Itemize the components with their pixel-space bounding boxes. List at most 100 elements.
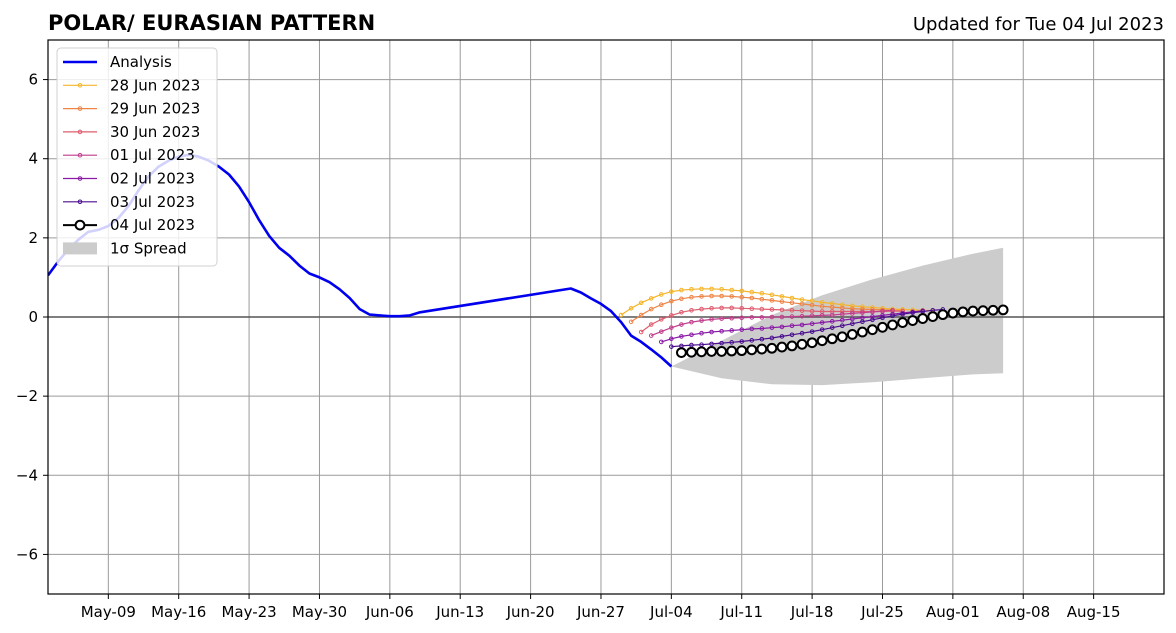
forecast-point <box>699 318 704 323</box>
legend-label: 01 Jul 2023 <box>110 146 195 164</box>
forecast-point <box>679 296 684 302</box>
forecast-point <box>809 329 815 334</box>
y-tick-label: 0 <box>28 308 38 326</box>
x-tick-label: Aug-15 <box>1067 603 1121 621</box>
forecast-point <box>729 315 734 321</box>
forecast-point <box>799 313 805 319</box>
legend-item: 28 Jun 2023 <box>63 76 200 94</box>
legend-marker <box>77 129 83 135</box>
forecast-point <box>967 305 979 317</box>
forecast-point <box>679 309 684 315</box>
forecast-point <box>947 307 959 319</box>
x-tick-label: Jul-18 <box>790 603 834 621</box>
series-group <box>48 153 1164 386</box>
forecast-point <box>736 345 748 357</box>
forecast-point <box>779 334 785 339</box>
x-tick-label: May-16 <box>151 603 206 621</box>
y-tick-label: 2 <box>28 229 38 247</box>
forecast-point <box>977 305 989 317</box>
forecast-point <box>826 333 838 345</box>
chart-title: POLAR/ EURASIAN PATTERN <box>48 11 375 35</box>
forecast-point <box>716 346 728 357</box>
forecast-point <box>870 309 875 315</box>
x-tick-label: Jun-13 <box>435 603 484 621</box>
legend-item: 1σ Spread <box>63 239 187 257</box>
legend-marker <box>77 199 83 205</box>
forecast-point <box>638 300 644 306</box>
forecast-point <box>699 330 704 336</box>
forecast-line <box>640 307 903 333</box>
forecast-point <box>749 289 755 295</box>
forecast-line <box>650 309 893 337</box>
forecast-point <box>897 317 908 328</box>
forecast-point <box>699 306 704 312</box>
forecast-point <box>746 344 758 356</box>
forecast-point <box>799 297 805 302</box>
forecast-point <box>819 320 825 325</box>
forecast-series-1 <box>628 293 905 325</box>
forecast-point <box>729 340 734 345</box>
x-tick-label: Aug-01 <box>926 603 980 621</box>
forecast-point <box>890 313 895 319</box>
forecast-point <box>927 311 939 323</box>
forecast-point <box>628 305 634 311</box>
forecast-point <box>699 294 704 299</box>
forecast-point <box>719 293 724 299</box>
legend-marker <box>77 83 83 88</box>
forecast-series-4 <box>658 308 926 345</box>
x-tick-label: May-23 <box>221 603 276 621</box>
forecast-point <box>689 332 694 338</box>
forecast-point <box>910 310 915 315</box>
forecast-point <box>679 334 684 339</box>
legend-marker <box>77 152 83 158</box>
forecast-point <box>709 293 714 299</box>
forecast-point <box>997 304 1009 316</box>
forecast-point <box>850 311 855 316</box>
x-tick-label: Jul-04 <box>649 603 693 621</box>
forecast-point <box>689 294 694 300</box>
legend-label: 04 Jul 2023 <box>110 216 195 234</box>
forecast-point <box>676 347 687 359</box>
forecast-point <box>669 289 674 294</box>
forecast-point <box>769 335 775 341</box>
forecast-point <box>809 321 815 327</box>
forecast-point <box>648 333 654 338</box>
forecast-point <box>839 309 845 314</box>
legend-box <box>56 47 218 267</box>
forecast-point <box>638 329 644 335</box>
forecast-point <box>880 315 885 321</box>
forecast-point <box>957 306 969 318</box>
forecast-point <box>850 316 855 322</box>
forecast-point <box>648 306 654 312</box>
forecast-point <box>759 290 765 296</box>
forecast-point <box>759 336 765 342</box>
forecast-point <box>769 298 775 303</box>
forecast-point <box>749 315 755 320</box>
forecast-point <box>796 338 808 350</box>
forecast-point <box>829 319 835 324</box>
forecast-point <box>816 335 828 347</box>
forecast-point <box>749 306 755 311</box>
forecast-point <box>867 324 878 336</box>
y-tick-label: −2 <box>16 387 38 405</box>
forecast-point <box>648 296 654 301</box>
forecast-point <box>917 313 929 324</box>
forecast-point <box>729 294 734 299</box>
legend: Analysis 28 Jun 2023 29 Jun 2023 30 Jun 202… <box>56 47 218 267</box>
forecast-point <box>706 346 717 357</box>
x-tick-label: May-30 <box>292 603 347 621</box>
forecast-point <box>870 317 875 323</box>
forecast-point <box>799 322 805 328</box>
forecast-point <box>766 342 778 354</box>
x-tick-label: Jun-06 <box>365 603 414 621</box>
forecast-point <box>779 324 785 330</box>
forecast-point <box>658 292 664 297</box>
legend-swatch <box>63 242 97 255</box>
forecast-point <box>658 329 664 334</box>
forecast-point <box>669 298 674 304</box>
forecast-point <box>769 307 775 312</box>
legend-item: 02 Jul 2023 <box>63 170 195 188</box>
legend-label: 03 Jul 2023 <box>110 193 195 211</box>
forecast-point <box>689 307 694 313</box>
